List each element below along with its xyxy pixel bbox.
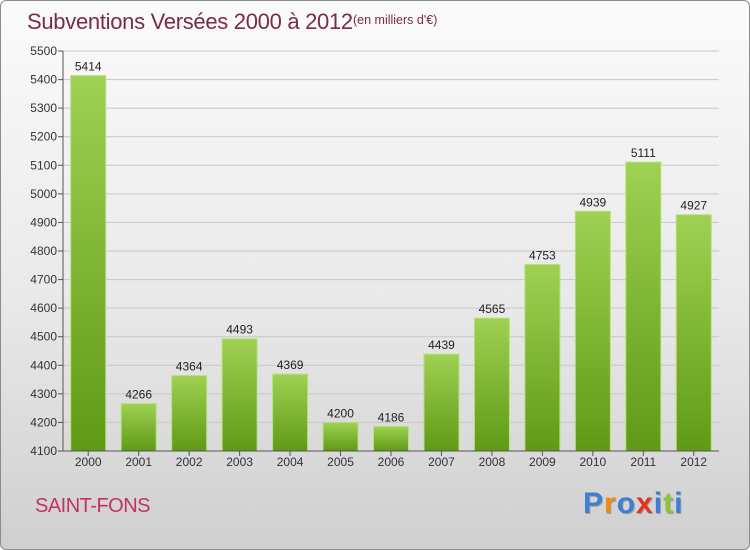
x-tick-label: 2001: [125, 455, 152, 469]
x-tick-label: 2004: [277, 455, 304, 469]
y-tick-label: 4500: [30, 330, 57, 344]
y-tick-label: 4400: [30, 358, 57, 372]
chart-unit: (en milliers d'€): [353, 13, 438, 27]
data-label: 4939: [579, 195, 606, 209]
bar: [120, 403, 157, 452]
city-name: SAINT-FONS: [35, 495, 151, 517]
bar: [574, 210, 611, 452]
y-tick-label: 4600: [30, 301, 57, 315]
data-label: 4753: [529, 248, 556, 262]
bar: [675, 214, 712, 452]
x-tick-label: 2005: [327, 455, 354, 469]
y-tick-label: 4200: [30, 415, 57, 429]
data-label: 4369: [277, 358, 304, 372]
bar: [524, 263, 561, 452]
data-label: 4927: [680, 199, 707, 213]
y-axis: 4100 4200 4300 4400 4500 4600 4700 4800 4900 5000…: [30, 44, 64, 458]
logo-letter: r: [604, 487, 617, 520]
bar: [221, 338, 258, 452]
y-tick-label: 4800: [30, 244, 57, 258]
y-tick-label: 4300: [30, 387, 57, 401]
proxiti-logo: Proxiti: [583, 487, 683, 521]
x-tick-label: 2007: [428, 455, 455, 469]
data-label: 5414: [75, 60, 102, 74]
y-tick-label: 4100: [30, 444, 57, 458]
logo-letter: t: [663, 487, 675, 520]
y-tick-label: 5400: [30, 73, 57, 87]
y-tick-label: 5100: [30, 158, 57, 172]
logo-letter: x: [636, 487, 654, 520]
data-labels: 5414 4266 4364 4493 4369 4200 4186 4439 4565 4753…: [75, 60, 708, 425]
bar: [70, 75, 107, 452]
y-tick-label: 5200: [30, 130, 57, 144]
logo-letter: o: [616, 487, 637, 520]
data-label: 4266: [125, 388, 152, 402]
y-tick-label: 5000: [30, 187, 57, 201]
bar: [171, 375, 208, 452]
y-tick-label: 4700: [30, 273, 57, 287]
x-tick-label: 2008: [479, 455, 506, 469]
data-label: 5111: [631, 146, 656, 160]
bar: [373, 425, 409, 452]
x-tick-label: 2000: [75, 455, 102, 469]
chart-title: Subventions Versées 2000 à 2012: [27, 9, 353, 34]
y-tick-label: 5300: [30, 101, 57, 115]
logo-letter: i: [653, 487, 664, 520]
data-label: 4186: [378, 410, 405, 424]
logo-letter: P: [583, 487, 605, 520]
grid-lines: [63, 50, 719, 452]
bars: [70, 75, 712, 452]
data-label: 4493: [226, 323, 253, 337]
x-tick-label: 2012: [680, 455, 707, 469]
bar: [272, 373, 309, 452]
x-tick-label: 2003: [226, 455, 253, 469]
data-label: 4565: [479, 302, 506, 316]
logo-letter: i: [674, 487, 684, 520]
data-label: 4439: [428, 338, 455, 352]
y-tick-label: 4900: [30, 215, 57, 229]
x-axis: 2000 2001 2002 2003 2004 2005 2006 2007 2008 2009…: [63, 450, 719, 469]
x-tick-label: 2002: [176, 455, 203, 469]
bar: [423, 353, 460, 452]
x-tick-label: 2006: [378, 455, 405, 469]
bar: [322, 421, 359, 452]
bar: [473, 317, 510, 452]
x-tick-label: 2009: [529, 455, 556, 469]
y-tick-label: 5500: [30, 44, 57, 58]
data-label: 4364: [176, 360, 203, 374]
data-label: 4200: [327, 406, 354, 420]
bar: [625, 161, 662, 452]
x-tick-label: 2010: [579, 455, 606, 469]
x-tick-label: 2011: [630, 455, 656, 469]
